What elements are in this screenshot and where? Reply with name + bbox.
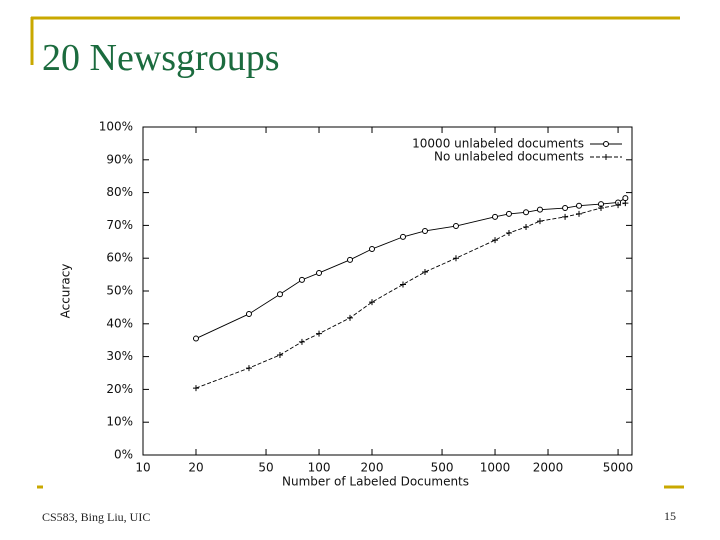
data-point — [399, 233, 406, 240]
data-point — [347, 314, 354, 321]
x-tick-label: 10 — [135, 461, 150, 475]
slide-title: 20 Newsgroups — [42, 37, 279, 79]
y-axis-label: Accuracy — [59, 264, 73, 319]
x-tick-label: 500 — [431, 461, 454, 475]
data-point — [562, 205, 569, 212]
x-tick-label: 200 — [361, 461, 384, 475]
y-tick-label: 40% — [106, 316, 133, 330]
y-tick-label: 50% — [106, 284, 133, 298]
data-point — [245, 310, 252, 317]
data-point — [576, 202, 583, 209]
y-tick-label: 100% — [99, 120, 133, 134]
data-point — [622, 195, 629, 202]
data-point — [505, 210, 512, 217]
x-tick-label: 20 — [188, 461, 203, 475]
y-tick-label: 90% — [106, 152, 133, 166]
legend-marker — [603, 141, 609, 147]
y-tick-label: 0% — [114, 448, 133, 462]
data-point — [523, 209, 530, 216]
data-point — [452, 255, 459, 262]
page-number: 15 — [664, 509, 676, 523]
x-tick-label: 1000 — [480, 461, 511, 475]
y-tick-label: 80% — [106, 185, 133, 199]
data-point — [598, 205, 605, 212]
data-point — [347, 256, 354, 263]
y-tick-label: 30% — [106, 349, 133, 363]
data-point — [369, 246, 376, 253]
x-tick-label: 100 — [308, 461, 331, 475]
data-point — [421, 268, 428, 275]
data-point — [576, 210, 583, 217]
data-point — [492, 213, 499, 220]
data-point — [452, 223, 459, 230]
data-point — [192, 335, 199, 342]
y-tick-label: 70% — [106, 218, 133, 232]
data-point — [276, 351, 283, 358]
data-point — [523, 224, 530, 231]
data-point — [536, 218, 543, 225]
y-tick-label: 10% — [106, 415, 133, 429]
data-point — [622, 200, 629, 207]
data-point — [492, 237, 499, 244]
data-point — [421, 227, 428, 234]
x-tick-label: 2000 — [533, 461, 564, 475]
data-point — [316, 269, 323, 276]
data-point — [536, 206, 543, 213]
data-point — [192, 385, 199, 392]
data-point — [298, 276, 305, 283]
legend-marker — [603, 154, 609, 160]
x-tick-label: 50 — [258, 461, 273, 475]
legend-label: 10000 unlabeled documents — [412, 137, 584, 151]
y-tick-label: 60% — [106, 251, 133, 265]
x-axis-label: Number of Labeled Documents — [282, 475, 469, 489]
data-point — [369, 299, 376, 306]
data-point — [505, 229, 512, 236]
data-point — [298, 338, 305, 345]
x-tick-label: 5000 — [603, 461, 634, 475]
data-point — [316, 330, 323, 337]
y-tick-label: 20% — [106, 382, 133, 396]
data-point — [245, 365, 252, 372]
footer: CS583, Bing Liu, UIC — [42, 510, 150, 524]
data-point — [562, 213, 569, 220]
legend-label: No unlabeled documents — [434, 150, 584, 164]
data-point — [276, 291, 283, 298]
data-point — [615, 202, 622, 209]
data-point — [399, 281, 406, 288]
